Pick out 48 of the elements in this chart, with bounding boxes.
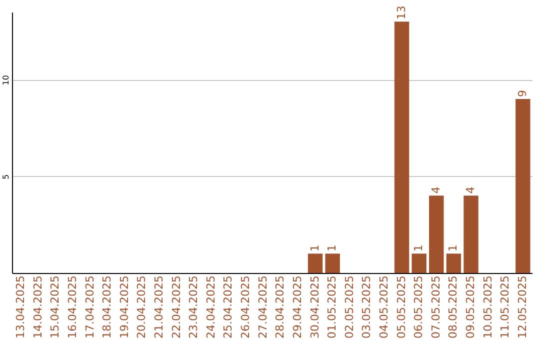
x-tick-label: 12.05.2025 [516, 276, 529, 338]
bar [308, 254, 323, 273]
data-label: 1 [308, 244, 322, 252]
x-tick-label: 18.04.2025 [100, 276, 114, 338]
x-tick-label: 28.04.2025 [274, 276, 287, 338]
x-tick-label: 13.04.2025 [14, 276, 28, 338]
bar [394, 22, 410, 273]
data-label: 13 [394, 6, 408, 20]
bar [429, 196, 444, 273]
data-label: 1 [412, 244, 426, 252]
x-tick-label: 03.05.2025 [360, 276, 374, 338]
x-tick-label: 24.04.2025 [204, 276, 218, 338]
x-tick-label: 23.04.2025 [187, 276, 200, 338]
x-tick-label: 19.04.2025 [118, 276, 131, 338]
x-tick-label: 11.05.2025 [498, 276, 512, 338]
bar [446, 254, 462, 273]
x-tick-label: 09.05.2025 [464, 276, 477, 338]
x-tick-label: 01.05.2025 [326, 276, 339, 338]
bar [325, 254, 340, 273]
data-label: 4 [429, 186, 442, 194]
x-tick-label: 30.04.2025 [308, 276, 322, 338]
x-tick-label: 16.04.2025 [66, 276, 79, 338]
y-tick-label: 10 [2, 75, 10, 86]
data-label: 1 [446, 244, 460, 252]
x-tick-label: 22.04.2025 [170, 276, 183, 338]
x-tick-label: 26.04.2025 [239, 276, 252, 338]
bar [464, 196, 478, 273]
x-tick-label: 29.04.2025 [290, 276, 304, 338]
x-tick-label: 02.05.2025 [342, 276, 356, 338]
x-tick-label: 10.05.2025 [481, 276, 494, 338]
x-tick-label: 27.04.2025 [256, 276, 270, 338]
x-tick-label: 21.04.2025 [152, 276, 166, 338]
x-tick-label: 06.05.2025 [412, 276, 426, 338]
bar [516, 99, 530, 273]
x-tick-label: 07.05.2025 [429, 276, 442, 338]
x-tick-label: 08.05.2025 [446, 276, 460, 338]
bar [412, 254, 426, 273]
x-tick-label: 20.04.2025 [135, 276, 148, 338]
data-label: 1 [326, 244, 339, 252]
x-tick-label: 04.05.2025 [377, 276, 390, 338]
data-label: 4 [464, 186, 477, 194]
x-tick-label: 25.04.2025 [222, 276, 235, 338]
y-tick-label: 5 [2, 174, 10, 180]
x-tick-label: 17.04.2025 [83, 276, 96, 338]
x-tick-label: 05.05.2025 [394, 276, 408, 338]
x-tick-label: 15.04.2025 [48, 276, 62, 338]
x-tick-label: 14.04.2025 [31, 276, 44, 338]
data-label: 9 [516, 90, 529, 97]
